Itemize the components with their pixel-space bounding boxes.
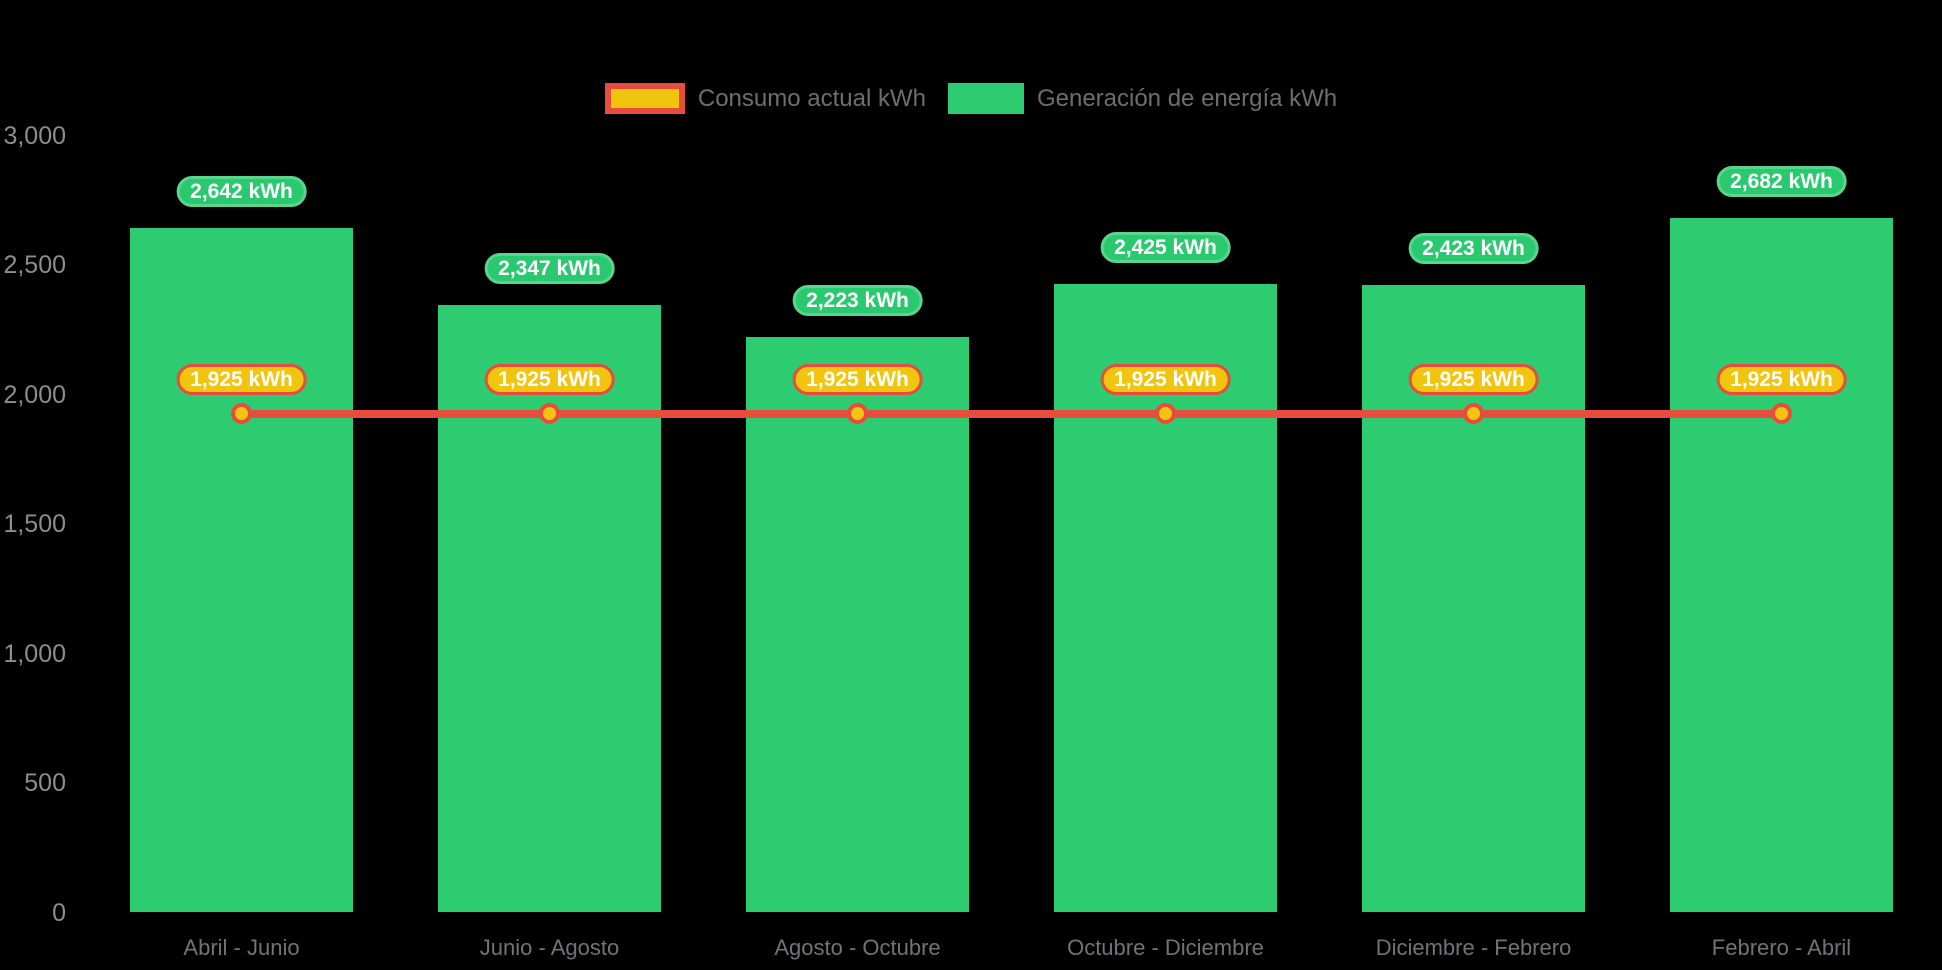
consumo-line-point[interactable] [1155,403,1176,425]
y-tick-label: 1,500 [3,510,66,538]
x-tick-label: Abril - Junio [183,935,300,960]
generacion-value-badge: 2,223 kWh [792,284,923,316]
consumo-value-badge: 1,925 kWh [484,363,615,395]
y-tick-label: 1,000 [3,639,66,668]
generacion-value-badge: 2,347 kWh [484,252,615,284]
generacion-value-badge: 2,682 kWh [1716,165,1847,197]
consumo-value-badge: 1,925 kWh [1408,363,1539,395]
generacion-bar[interactable] [746,336,969,913]
x-tick-label: Octubre - Diciembre [1067,935,1264,960]
consumo-line[interactable] [241,409,1782,418]
legend-item-label: Consumo actual kWh [697,84,926,112]
y-tick-label: 3,000 [3,121,66,150]
consumo-line-point[interactable] [231,403,252,425]
legend-item-consumo[interactable]: Consumo actual kWh [604,83,926,114]
generacion-bar[interactable] [1670,217,1893,913]
x-tick-label: Febrero - Abril [1711,935,1852,960]
y-tick-label: 2,500 [3,251,66,279]
y-tick-label: 0 [52,898,66,927]
x-tick-label: Agosto - Octubre [774,935,941,960]
consumo-value-badge: 1,925 kWh [176,363,307,395]
consumo-line-point[interactable] [1463,403,1484,425]
x-tick-label: Diciembre - Febrero [1375,935,1572,960]
chart-legend: Consumo actual kWh Generación de energía… [0,83,1942,114]
generacion-value-badge: 2,425 kWh [1100,232,1231,264]
x-tick-label: Junio - Agosto [479,935,620,960]
consumo-line-point[interactable] [539,403,560,425]
consumo-value-badge: 1,925 kWh [1100,363,1231,395]
consumo-line-point[interactable] [847,403,868,425]
legend-item-generacion[interactable]: Generación de energía kWh [947,83,1338,114]
generacion-bar[interactable] [438,304,661,913]
consumo-line-point[interactable] [1771,403,1792,425]
y-tick-label: 500 [24,769,66,797]
consumo-value-badge: 1,925 kWh [1716,363,1847,395]
generacion-value-badge: 2,642 kWh [176,176,307,208]
y-tick-label: 2,000 [3,380,66,409]
legend-item-label: Generación de energía kWh [1036,84,1338,112]
generacion-swatch-icon [947,83,1024,114]
consumo-swatch-icon [604,83,685,114]
y-axis: 0 500 1,000 1,500 2,000 2,500 3,000 [0,0,66,970]
generacion-value-badge: 2,423 kWh [1408,232,1539,264]
consumo-value-badge: 1,925 kWh [792,363,923,395]
generacion-bar[interactable] [130,228,353,913]
